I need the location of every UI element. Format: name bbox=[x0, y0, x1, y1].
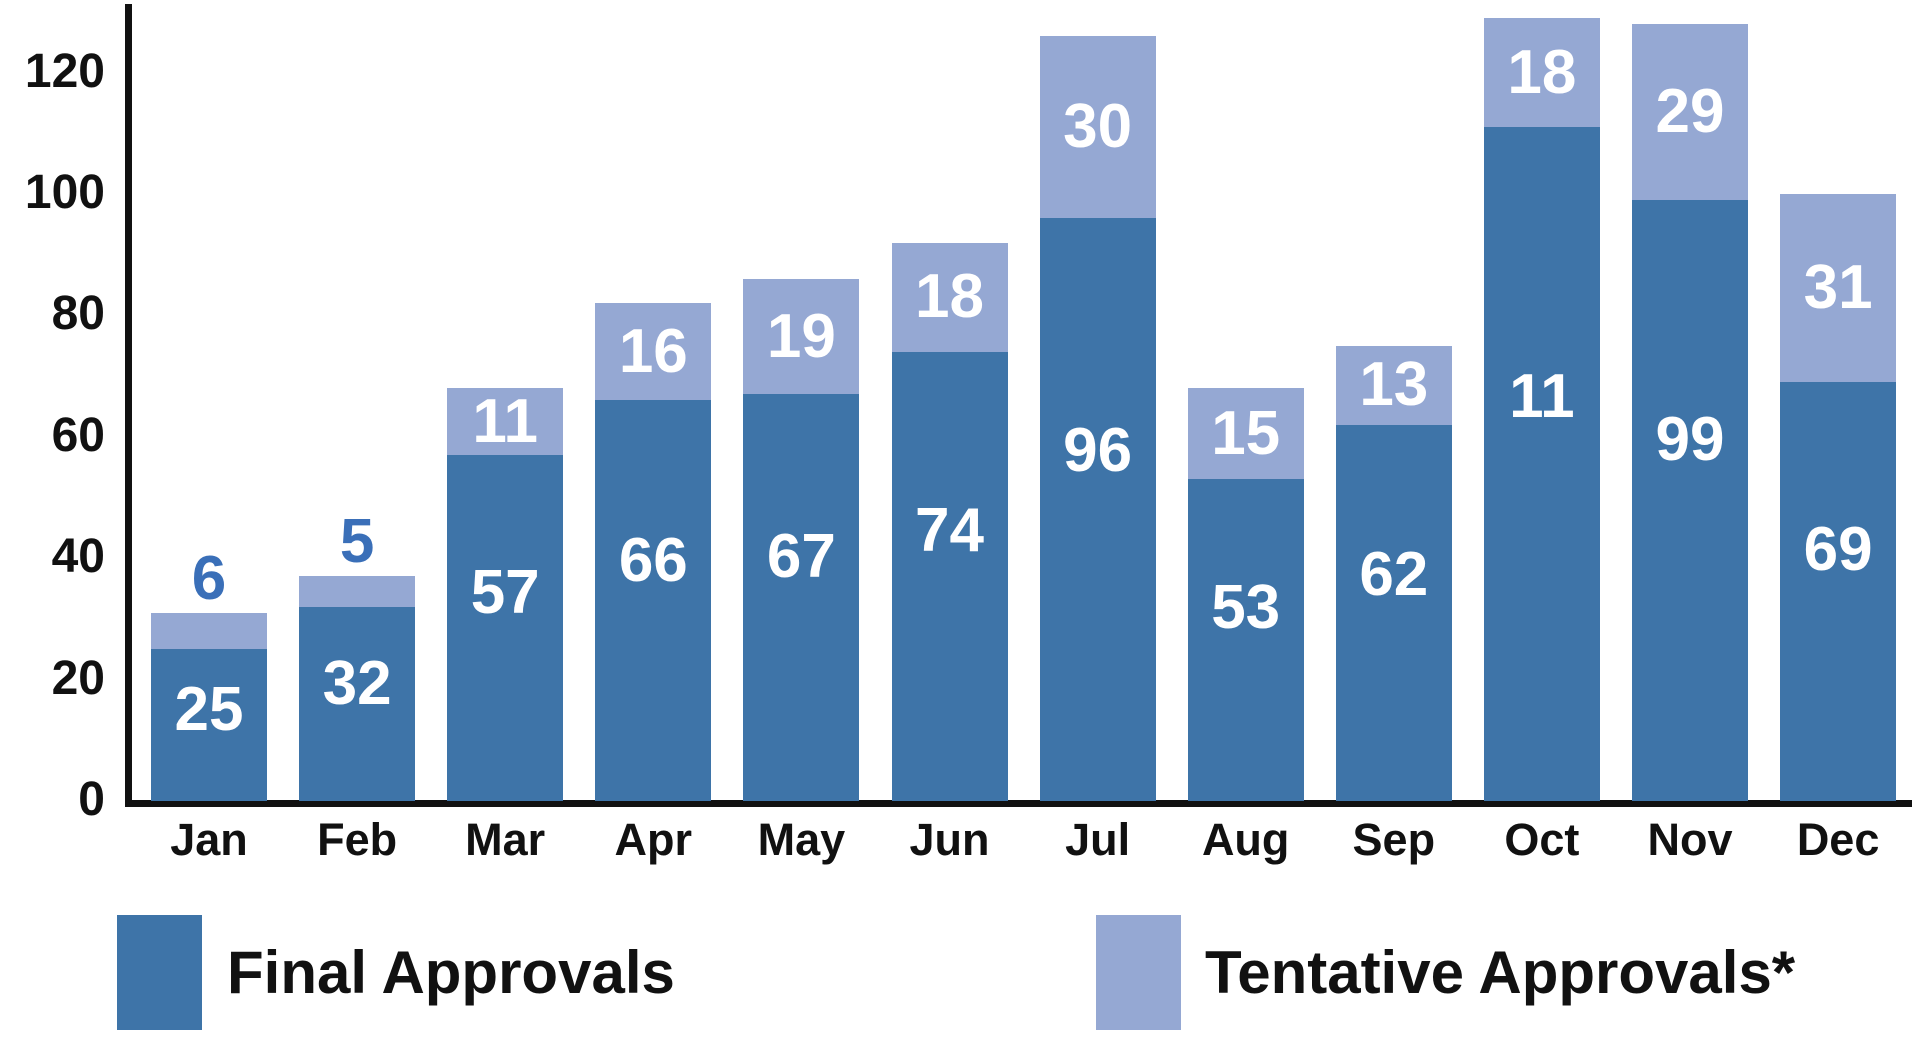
bar-label-final-apr: 66 bbox=[618, 525, 688, 595]
bar-segment-final-sep: 62 bbox=[1335, 424, 1452, 801]
x-axis-label-mar: Mar bbox=[465, 814, 546, 865]
bar-label-final-oct: 11 bbox=[1509, 361, 1575, 431]
bar-label-final-may: 67 bbox=[766, 521, 836, 591]
x-axis-label-jun: Jun bbox=[909, 814, 990, 865]
x-axis-label-feb: Feb bbox=[317, 814, 398, 865]
x-axis-label-may: May bbox=[757, 814, 846, 865]
bar-segment-tentative-jan bbox=[151, 612, 267, 650]
bar-label-tentative-dec: 31 bbox=[1803, 253, 1873, 323]
y-axis-tick-60: 60 bbox=[51, 408, 105, 462]
x-axis-label-apr: Apr bbox=[614, 814, 693, 865]
bar-segment-tentative-dec: 31 bbox=[1780, 194, 1897, 383]
bar-label-final-mar: 57 bbox=[470, 558, 540, 628]
x-axis-label-jul: Jul bbox=[1065, 814, 1131, 865]
bar-label-tentative-aug: 15 bbox=[1211, 398, 1281, 468]
y-axis-tick-40: 40 bbox=[51, 530, 105, 584]
y-axis-tick-80: 80 bbox=[51, 287, 105, 341]
x-axis-label-sep: Sep bbox=[1352, 814, 1436, 865]
bar-label-tentative-may: 19 bbox=[766, 301, 836, 371]
x-axis-label-jan: Jan bbox=[170, 814, 248, 865]
bar-label-tentative-mar: 11 bbox=[472, 386, 538, 456]
bar-segment-tentative-aug: 15 bbox=[1187, 388, 1304, 480]
bar-label-final-sep: 62 bbox=[1359, 540, 1429, 610]
x-axis-label-oct: Oct bbox=[1504, 814, 1580, 865]
bar-label-tentative-apr: 16 bbox=[618, 316, 688, 386]
bar-segment-final-nov: 99 bbox=[1632, 200, 1748, 801]
bar-segment-final-mar: 57 bbox=[447, 455, 564, 801]
bar-segment-tentative-jun: 18 bbox=[891, 242, 1008, 352]
bar-label-final-jun: 74 bbox=[915, 496, 984, 566]
bar-segment-tentative-mar: 11 bbox=[447, 386, 564, 456]
bar-segment-tentative-feb bbox=[299, 576, 416, 607]
bar-segment-tentative-oct: 18 bbox=[1483, 17, 1600, 128]
x-axis-label-aug: Aug bbox=[1201, 814, 1290, 865]
bar-segment-final-apr: 66 bbox=[595, 400, 712, 801]
bar-label-final-aug: 53 bbox=[1211, 572, 1281, 642]
bar-segment-final-jul: 96 bbox=[1039, 218, 1156, 801]
bar-segment-tentative-sep: 13 bbox=[1335, 345, 1452, 425]
legend-label-tentative-approvals: Tentative Approvals* bbox=[1205, 939, 1796, 1006]
bar-label-final-dec: 69 bbox=[1803, 514, 1873, 584]
bar-segment-final-jun: 74 bbox=[891, 351, 1008, 801]
bar-segment-final-feb: 32 bbox=[299, 606, 416, 801]
bar-label-tentative-jun: 18 bbox=[915, 262, 984, 332]
x-axis-label-dec: Dec bbox=[1796, 814, 1880, 865]
bar-label-final-feb: 32 bbox=[322, 649, 392, 719]
y-axis-line bbox=[125, 4, 132, 807]
bar-segment-final-aug: 53 bbox=[1187, 479, 1304, 801]
bar-label-tentative-nov: 29 bbox=[1655, 77, 1725, 147]
y-axis-tick-0: 0 bbox=[78, 773, 105, 826]
bar-segment-tentative-jul: 30 bbox=[1039, 36, 1156, 219]
y-axis-tick-100: 100 bbox=[24, 166, 105, 219]
legend-swatch-tentative-approvals bbox=[1096, 915, 1181, 1030]
y-axis-tick-20: 20 bbox=[51, 651, 105, 705]
y-axis-tick-120: 120 bbox=[24, 44, 105, 98]
bar-label-final-jul: 96 bbox=[1063, 416, 1133, 486]
bar-segment-final-may: 67 bbox=[743, 394, 860, 801]
bar-segment-tentative-apr: 16 bbox=[595, 303, 712, 401]
bar-label-tentative-jan: 6 bbox=[191, 543, 227, 613]
bar-segment-final-oct: 11 bbox=[1483, 127, 1600, 801]
bar-segment-final-dec: 69 bbox=[1780, 382, 1897, 801]
legend-label-final-approvals: Final Approvals bbox=[227, 939, 675, 1006]
x-axis-label-nov: Nov bbox=[1647, 814, 1733, 865]
bar-segment-tentative-may: 19 bbox=[743, 278, 860, 395]
legend-swatch-final-approvals bbox=[117, 915, 202, 1030]
bar-label-tentative-oct: 18 bbox=[1507, 37, 1577, 107]
bar-label-tentative-jul: 30 bbox=[1063, 92, 1133, 162]
bar-segment-final-jan: 25 bbox=[151, 649, 267, 801]
bar-label-tentative-feb: 5 bbox=[339, 507, 375, 577]
x-axis-line bbox=[125, 800, 1912, 807]
bar-segment-tentative-nov: 29 bbox=[1632, 24, 1748, 201]
bar-label-final-jan: 25 bbox=[174, 674, 244, 744]
bar-label-tentative-sep: 13 bbox=[1359, 350, 1429, 420]
bar-label-final-nov: 99 bbox=[1655, 405, 1725, 475]
